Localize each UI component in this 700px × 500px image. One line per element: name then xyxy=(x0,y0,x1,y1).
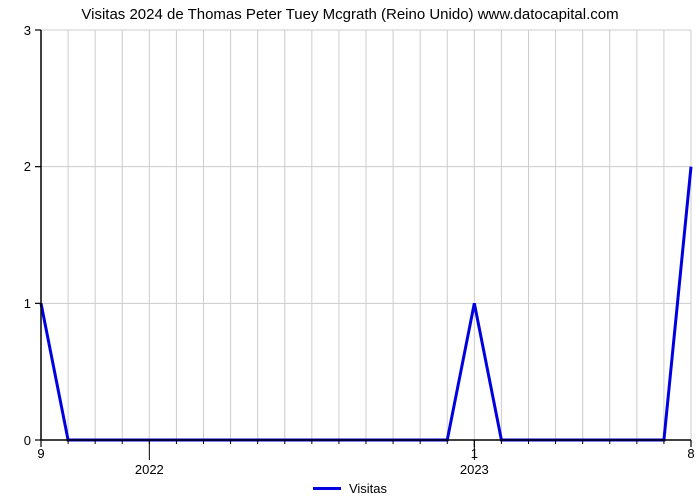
axis-tick-label: 3 xyxy=(24,23,31,38)
axis-tick-label: 1 xyxy=(471,446,478,461)
axis-tick-label: 8 xyxy=(687,446,694,461)
axis-tick-label: 2 xyxy=(24,159,31,174)
legend-item-visitas: Visitas xyxy=(313,481,387,496)
axis-tick-label: 1 xyxy=(24,296,31,311)
chart-title: Visitas 2024 de Thomas Peter Tuey Mcgrat… xyxy=(0,6,700,23)
legend: Visitas xyxy=(0,478,700,496)
plot-area xyxy=(41,30,691,440)
chart-container: Visitas 2024 de Thomas Peter Tuey Mcgrat… xyxy=(0,0,700,500)
axis-tick-label: 0 xyxy=(24,433,31,448)
axis-tick-label: 2022 xyxy=(135,462,164,477)
axis-tick-label: 2023 xyxy=(460,462,489,477)
legend-label: Visitas xyxy=(349,481,387,496)
plot-svg xyxy=(41,30,691,464)
axis-tick-label: 9 xyxy=(37,446,44,461)
legend-swatch xyxy=(313,487,341,490)
